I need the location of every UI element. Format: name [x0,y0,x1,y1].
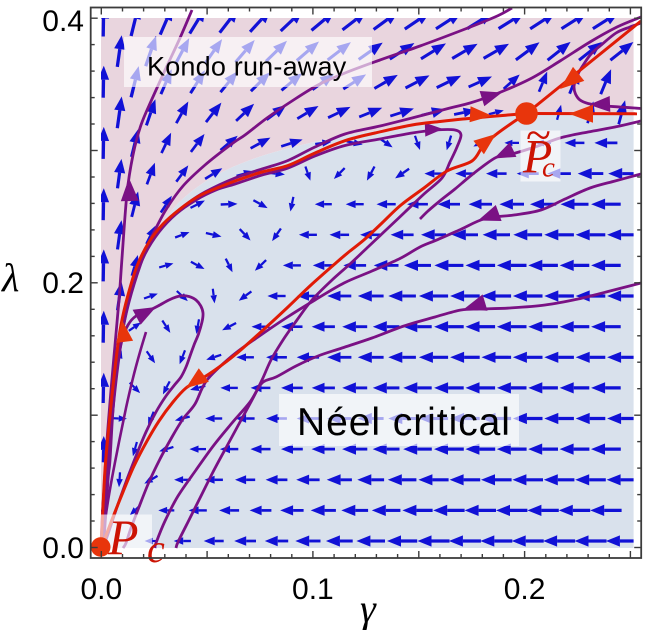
svg-text:0.0: 0.0 [42,532,84,565]
svg-text:0.2: 0.2 [504,573,546,606]
svg-text:0.1: 0.1 [292,573,334,606]
svg-text:Néel critical: Néel critical [297,401,511,444]
svg-text:Kondo run-away: Kondo run-away [147,52,347,82]
svg-text:c: c [542,152,555,184]
svg-text:γ: γ [360,586,377,630]
svg-text:λ: λ [1,255,19,300]
svg-text:c: c [147,526,165,571]
svg-text:0.4: 0.4 [42,5,84,38]
svg-text:0.2: 0.2 [42,267,84,300]
svg-text:0.0: 0.0 [80,573,122,606]
